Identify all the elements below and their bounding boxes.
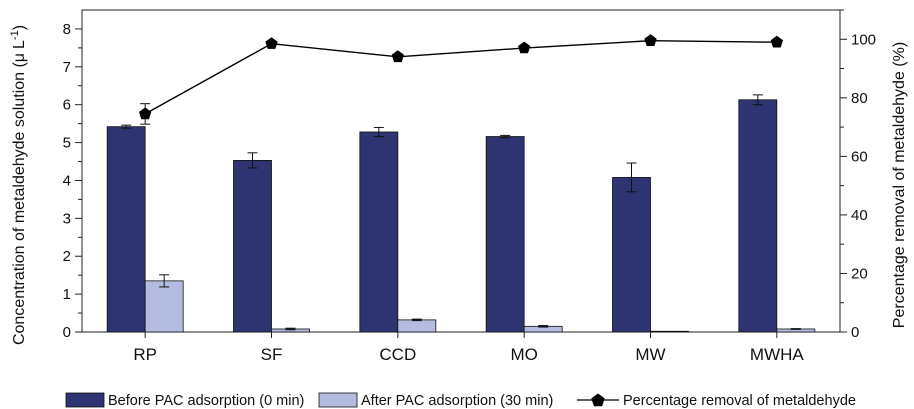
- removal-line: [144, 40, 777, 115]
- bar-before: [738, 99, 778, 333]
- bar-before: [233, 159, 272, 333]
- removal-point: [391, 50, 404, 63]
- y-tick-label: 2: [63, 248, 71, 265]
- category-labels: RP SF CCD MO MW MWHA: [133, 332, 804, 364]
- y-tick-label: 3: [63, 210, 71, 227]
- bar-before: [359, 131, 399, 333]
- y2-tick-label: 60: [851, 148, 868, 165]
- removal-point: [518, 41, 531, 54]
- bar-after: [144, 280, 184, 333]
- left-axis-label: Concentration of metaldehyde solution (μ…: [9, 25, 28, 345]
- bar-after: [397, 319, 437, 333]
- x-category-label: MWHA: [750, 345, 804, 364]
- bar-before: [106, 126, 146, 333]
- y2-tick-label: 80: [851, 90, 868, 107]
- x-category-label: MO: [510, 345, 537, 364]
- legend-swatch-after: [318, 392, 358, 408]
- plot-frame: [81, 9, 841, 333]
- legend-label-removal: Percentage removal of metaldehyde: [623, 393, 856, 409]
- y-tick-label: 7: [63, 59, 71, 76]
- y-tick-label: 6: [63, 97, 71, 114]
- y2-tick-label: 100: [851, 31, 876, 48]
- y-tick-label: 8: [63, 21, 71, 38]
- removal-point: [265, 37, 278, 49]
- y2-tick-label: 40: [851, 207, 868, 224]
- legend-swatch-before: [65, 392, 105, 408]
- right-axis-label: Percentage removal of metaldehyde (%): [891, 42, 908, 328]
- x-category-label: RP: [133, 345, 157, 364]
- right-axis-ticks: 0 20 40 60 80 100: [840, 9, 876, 341]
- y-tick-label: 0: [63, 324, 71, 341]
- y2-tick-label: 0: [851, 324, 859, 341]
- legend: Before PAC adsorption (0 min) After PAC …: [65, 392, 856, 409]
- legend-label-before: Before PAC adsorption (0 min): [108, 393, 304, 409]
- x-category-label: CCD: [379, 345, 416, 364]
- x-category-label: MW: [635, 345, 665, 364]
- removal-point: [139, 107, 152, 120]
- y-tick-label: 1: [63, 286, 71, 303]
- removal-point: [770, 35, 783, 48]
- bar-after: [650, 330, 689, 333]
- legend-marker-removal: [591, 393, 605, 407]
- removal-line-group: [139, 34, 783, 125]
- plot-area: [81, 9, 841, 333]
- y2-tick-label: 20: [851, 265, 868, 282]
- legend-label-after: After PAC adsorption (30 min): [361, 393, 553, 409]
- left-axis-ticks: 0 1 2 3 4 5 6 7 8: [63, 21, 82, 341]
- bar-before: [612, 177, 651, 333]
- x-category-label: SF: [261, 345, 283, 364]
- removal-point: [644, 34, 657, 46]
- bar-before: [485, 136, 525, 333]
- bar-group: [106, 94, 816, 333]
- y-tick-label: 4: [63, 172, 71, 189]
- y-tick-label: 5: [63, 135, 71, 152]
